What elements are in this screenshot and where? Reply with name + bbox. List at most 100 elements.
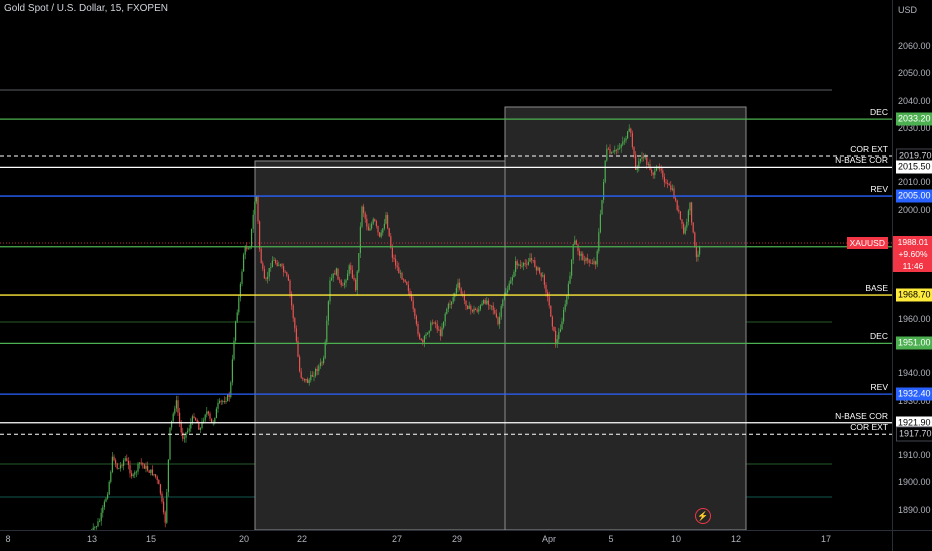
candle-body <box>683 223 685 234</box>
y-tick-label: 2030.00 <box>898 122 931 133</box>
candle-body <box>396 265 398 268</box>
candle-body <box>601 199 603 215</box>
level-label: DEC <box>870 331 888 342</box>
price-axis[interactable]: USD 2060.00 2050.00 2040.00 2030.00 2010.00 2… <box>892 0 932 530</box>
candle-body <box>631 132 633 147</box>
candle-body <box>518 264 520 266</box>
candle-body <box>111 456 113 473</box>
candle-body <box>627 131 629 139</box>
candle-body <box>543 275 545 285</box>
candle-body <box>94 527 96 529</box>
candle-body <box>430 322 432 331</box>
candle-body <box>359 226 361 254</box>
candle-body <box>510 280 512 284</box>
candle-body <box>332 273 334 279</box>
candle-body <box>327 301 329 321</box>
candle-body <box>545 284 547 293</box>
candle-body <box>233 340 235 360</box>
candle-body <box>593 261 595 264</box>
candle-body <box>577 244 579 252</box>
candle-body <box>375 221 377 227</box>
candle-body <box>697 254 699 257</box>
candle-body <box>369 228 371 231</box>
range-box-1 <box>254 160 506 530</box>
candle-body <box>588 260 590 263</box>
level-label: DEC <box>870 107 888 118</box>
candle-body <box>169 427 171 460</box>
candle-body <box>599 214 601 233</box>
candle-body <box>654 170 656 176</box>
candle-body <box>617 148 619 150</box>
candle-body <box>179 412 181 423</box>
candle-body <box>267 276 269 279</box>
chart-area[interactable]: Gold Spot / U.S. Dollar, 15, FXOPEN DEC C… <box>0 0 892 530</box>
candle-body <box>527 261 529 265</box>
alert-bolt-icon[interactable]: ⚡ <box>695 508 711 524</box>
candle-body <box>367 226 369 231</box>
candle-body <box>393 257 395 260</box>
candle-body <box>451 301 453 305</box>
candle-body <box>526 263 528 265</box>
candle-body <box>595 261 597 265</box>
candle-body <box>324 341 326 359</box>
candle-body <box>364 212 366 219</box>
level-label: BASE <box>865 283 888 294</box>
candle-body <box>123 460 125 466</box>
candle-body <box>207 411 209 414</box>
x-tick-label: 10 <box>670 534 682 544</box>
candle-body <box>323 358 325 364</box>
candle-body <box>262 263 264 269</box>
candle-body <box>665 182 667 184</box>
candle-body <box>433 322 435 324</box>
candle-body <box>427 333 429 335</box>
candle-body <box>671 188 673 190</box>
candle-body <box>279 264 281 266</box>
candle-body <box>156 476 158 480</box>
candle-body <box>222 400 224 402</box>
price-plot[interactable] <box>0 0 892 530</box>
candle-body <box>409 291 411 295</box>
candle-body <box>321 362 323 364</box>
candle-body <box>619 147 621 149</box>
candle-body <box>103 501 105 508</box>
y-tick-label: 2050.00 <box>898 68 931 79</box>
candle-body <box>219 400 221 403</box>
candle-body <box>431 322 433 324</box>
candle-body <box>348 265 350 274</box>
candle-body <box>406 281 408 285</box>
candle-body <box>508 283 510 290</box>
candle-body <box>257 196 259 222</box>
candle-body <box>198 423 200 430</box>
x-tick-label: 20 <box>238 534 250 544</box>
time-axis[interactable]: 8 13 15 20 22 27 29 Apr 5 10 12 17 <box>0 530 892 551</box>
candle-body <box>542 275 544 277</box>
candle-body <box>142 462 144 465</box>
candle-body <box>566 295 568 305</box>
bar-countdown: 11:46 <box>902 261 924 271</box>
candle-body <box>286 272 288 276</box>
candle-body <box>227 394 229 402</box>
candle-body <box>147 465 149 471</box>
candle-body <box>291 293 293 306</box>
candle-body <box>228 394 230 398</box>
candle-body <box>107 494 109 499</box>
candle-body <box>553 326 555 331</box>
range-box-2 <box>504 106 747 530</box>
y-tick-label: 1890.00 <box>898 504 931 515</box>
level-price-tag: 1921.90 <box>896 416 932 430</box>
candle-body <box>489 304 491 306</box>
candle-body <box>556 339 558 345</box>
candle-body <box>161 493 163 502</box>
candle-body <box>668 183 670 186</box>
symbol-tag: XAUUSD <box>846 237 888 249</box>
level-label: N-BASE COR <box>835 410 888 421</box>
candle-body <box>350 265 352 270</box>
candle-body <box>318 365 320 371</box>
candle-body <box>206 411 208 415</box>
y-tick-label: 1940.00 <box>898 368 931 379</box>
candle-body <box>193 416 195 418</box>
level-price-tag: 2033.20 <box>896 112 932 126</box>
x-tick-label: 29 <box>451 534 463 544</box>
candle-body <box>172 413 174 421</box>
candle-body <box>622 141 624 145</box>
